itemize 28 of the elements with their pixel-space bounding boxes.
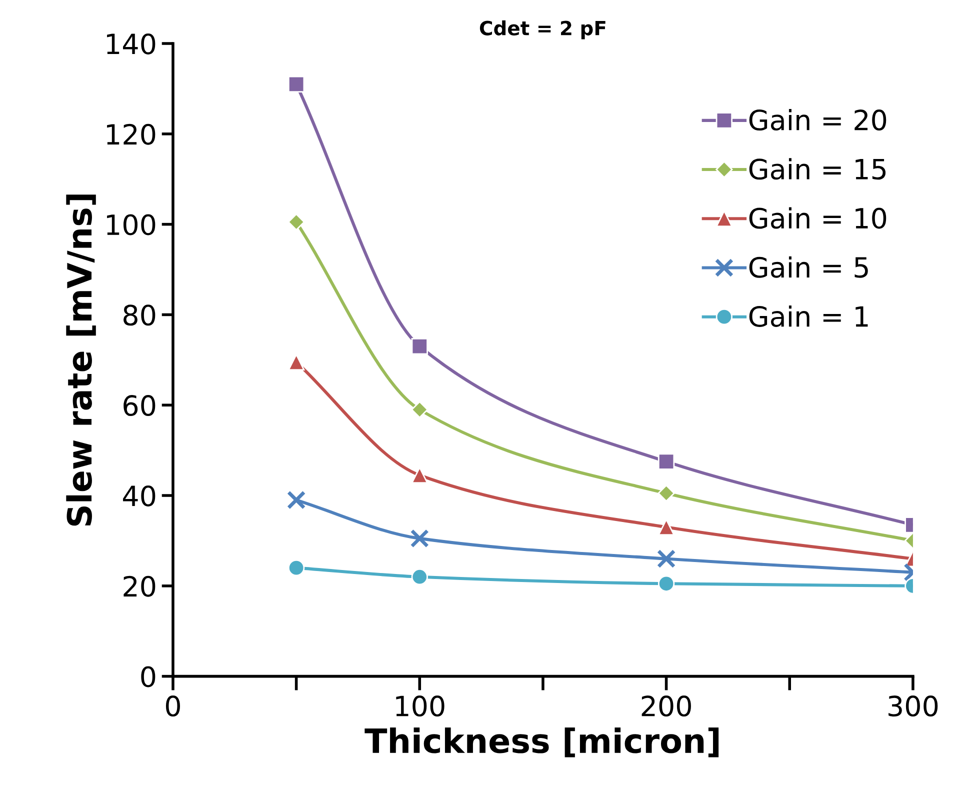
point <box>288 76 305 93</box>
point <box>411 338 428 355</box>
point <box>288 559 305 576</box>
point <box>410 529 430 548</box>
x-tick-label: 200 <box>642 696 691 717</box>
legend-label: Gain = 15 <box>749 158 886 180</box>
x-tick-label: 100 <box>396 696 444 717</box>
point <box>411 568 428 586</box>
x-tick-label: 300 <box>888 696 938 717</box>
point <box>411 401 428 418</box>
y-tick-label: 0 <box>141 666 156 688</box>
y-tick-label: 60 <box>124 395 156 416</box>
y-axis-title: Slew rate [mV/ns] <box>66 194 96 526</box>
legend-label: Gain = 10 <box>749 207 886 229</box>
legend-label: Gain = 1 <box>749 305 868 327</box>
legend-label: Gain = 20 <box>749 109 886 131</box>
point <box>286 490 306 510</box>
y-tick-label: 140 <box>107 33 156 54</box>
point <box>288 213 305 231</box>
legend-label: Gain = 5 <box>749 256 868 278</box>
y-tick-label: 80 <box>124 304 156 326</box>
y-tick-label: 120 <box>107 124 156 145</box>
y-tick-label: 20 <box>124 576 156 597</box>
x-axis-title: Thickness [micron] <box>364 727 719 758</box>
y-tick-label: 100 <box>107 214 156 236</box>
x-tick-label: 0 <box>166 696 180 717</box>
chart-title: Cdet = 2 pF <box>480 20 606 40</box>
y-tick-label: 40 <box>123 485 156 506</box>
